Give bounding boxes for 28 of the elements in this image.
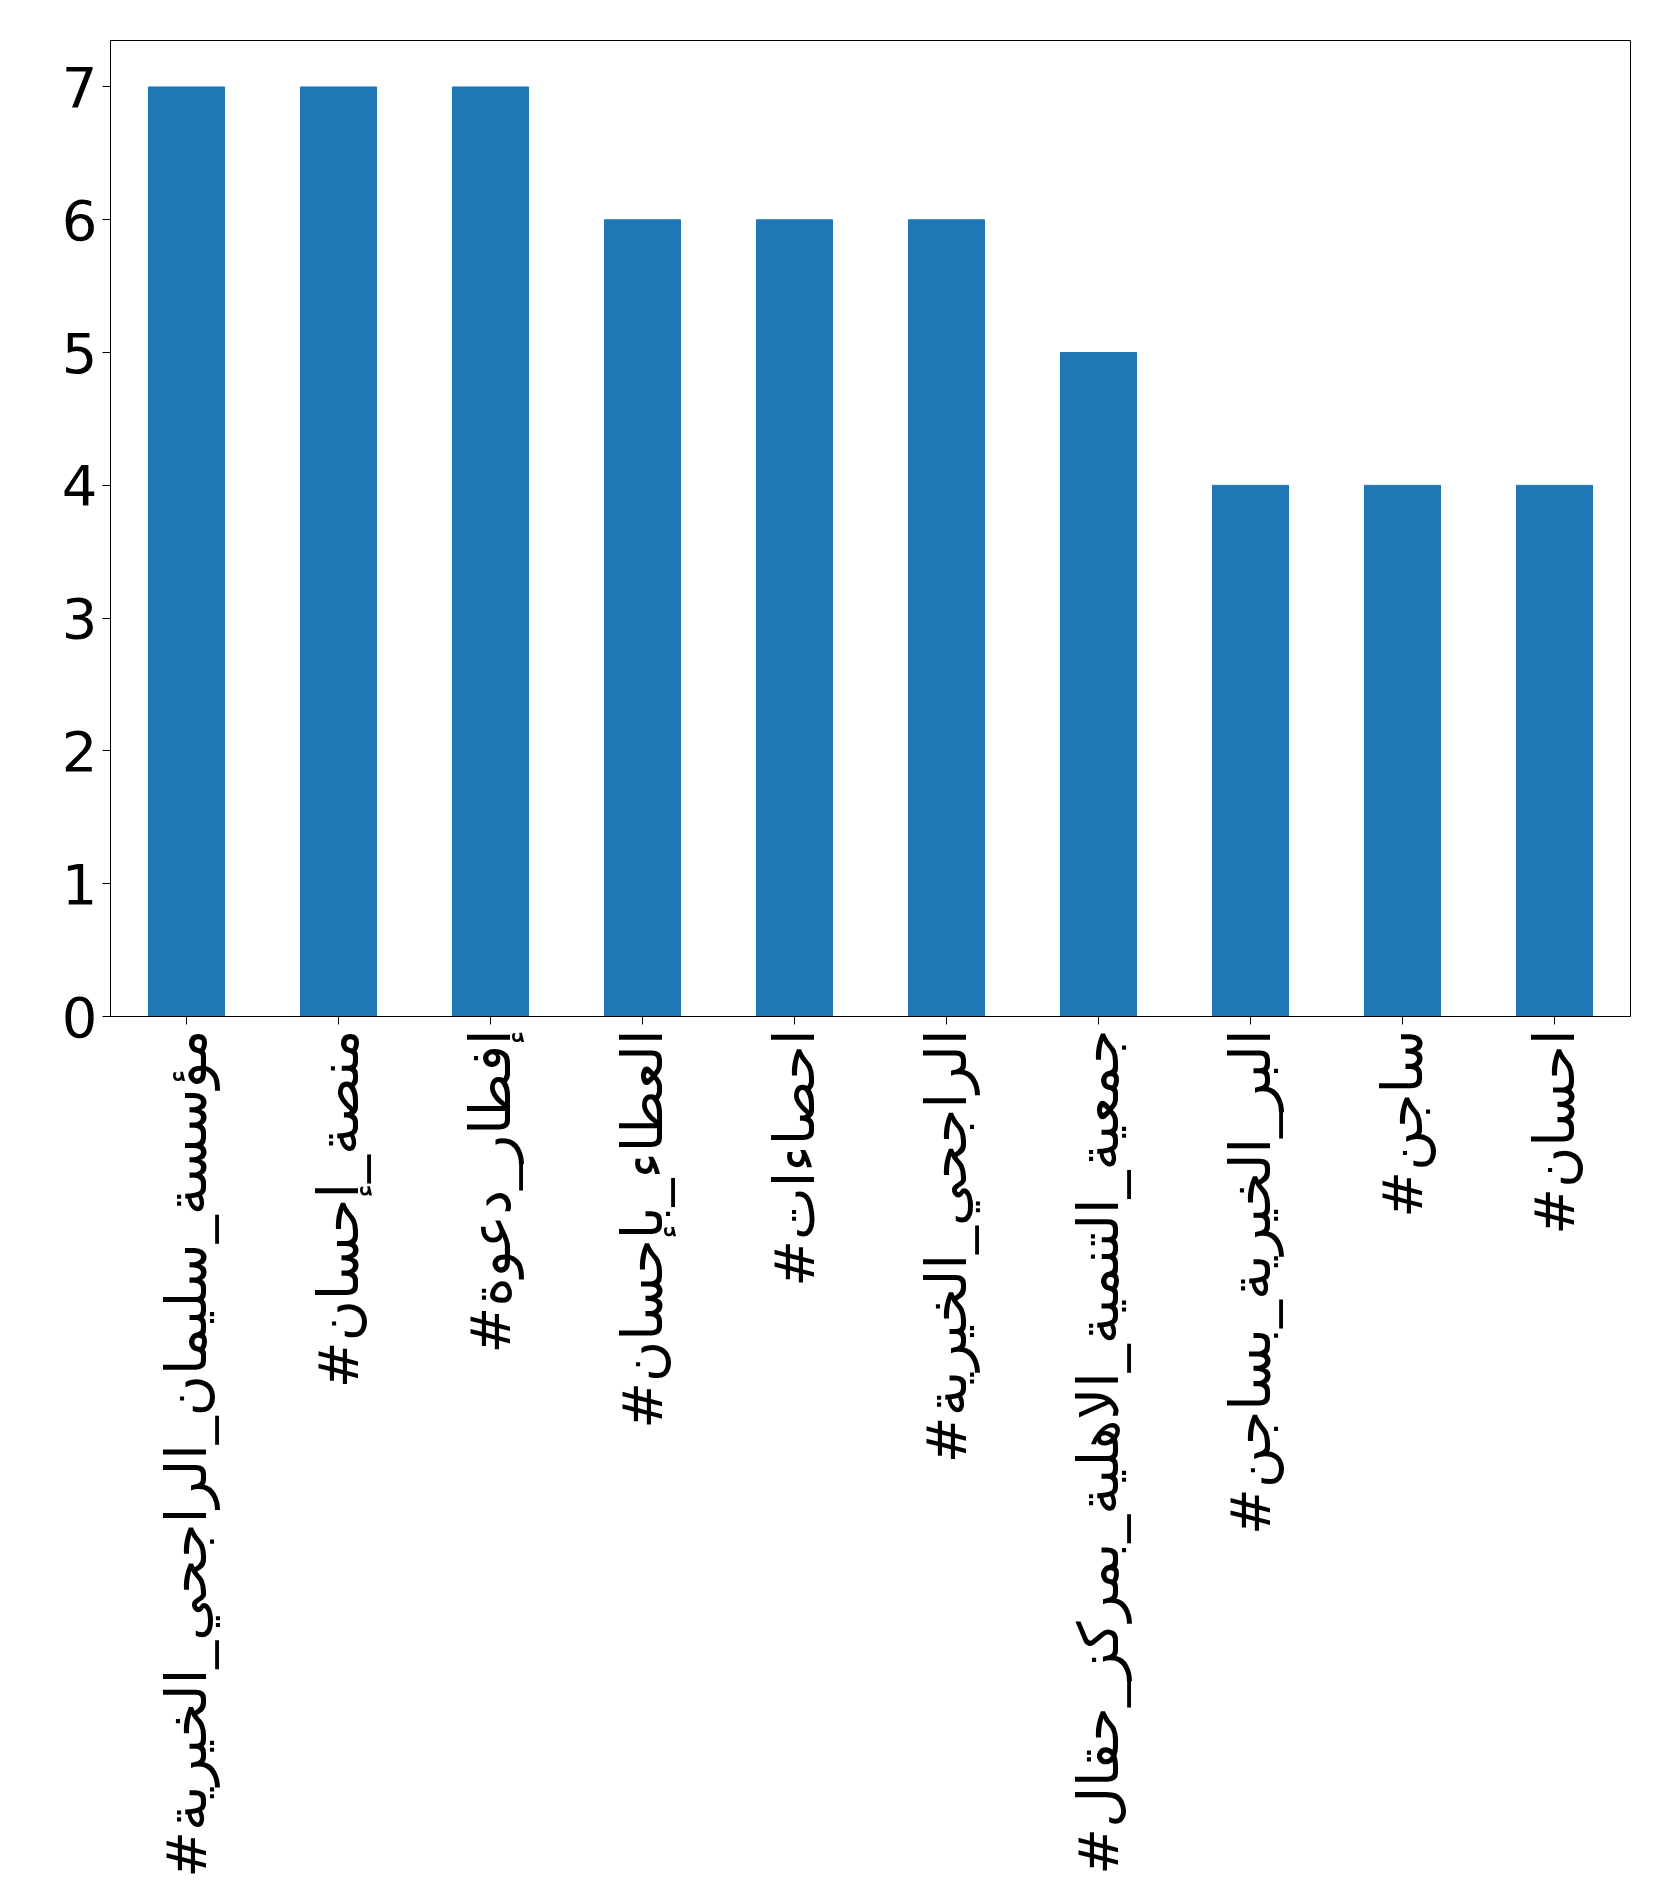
bar [300, 86, 377, 1017]
x-tick-label: #احصاءات [762, 1029, 827, 1287]
x-tick-label: #مؤسسة_سليمان_الراجحي_الخيرية [154, 1029, 220, 1878]
bar [604, 219, 681, 1017]
y-tick-label: 1 [61, 851, 98, 917]
y-tick-label: 4 [61, 453, 98, 519]
y-tick-label: 3 [61, 586, 98, 652]
x-tick-label: #إفطار_دعوة [458, 1029, 525, 1354]
x-tick-label: #منصة_إحسان [306, 1029, 373, 1389]
x-tick-label: #الراجحي_الخيرية [914, 1029, 980, 1464]
bar [1364, 484, 1441, 1017]
y-tick-label: 6 [61, 187, 98, 253]
y-tick-label: 2 [61, 718, 98, 784]
x-tick-label: #ساجن [1370, 1029, 1436, 1218]
y-tick-label: 0 [61, 984, 98, 1050]
x-tick-label: #احسان [1522, 1029, 1587, 1235]
x-tick-label: #جمعية_التنمية_الاهلية_بمركز_حقال [1066, 1029, 1132, 1875]
bar [908, 219, 985, 1017]
y-tick-label: 7 [61, 54, 98, 120]
bar [148, 86, 225, 1017]
bar [452, 86, 529, 1017]
bar [756, 219, 833, 1017]
bar [1060, 352, 1137, 1017]
bar [1516, 484, 1593, 1017]
x-tick-label: #البر_الخيرية_بساجن [1218, 1029, 1284, 1535]
y-tick-label: 5 [61, 320, 98, 386]
x-tick-label: #العطاء_بإحسان [610, 1029, 677, 1429]
bar [1212, 484, 1289, 1017]
